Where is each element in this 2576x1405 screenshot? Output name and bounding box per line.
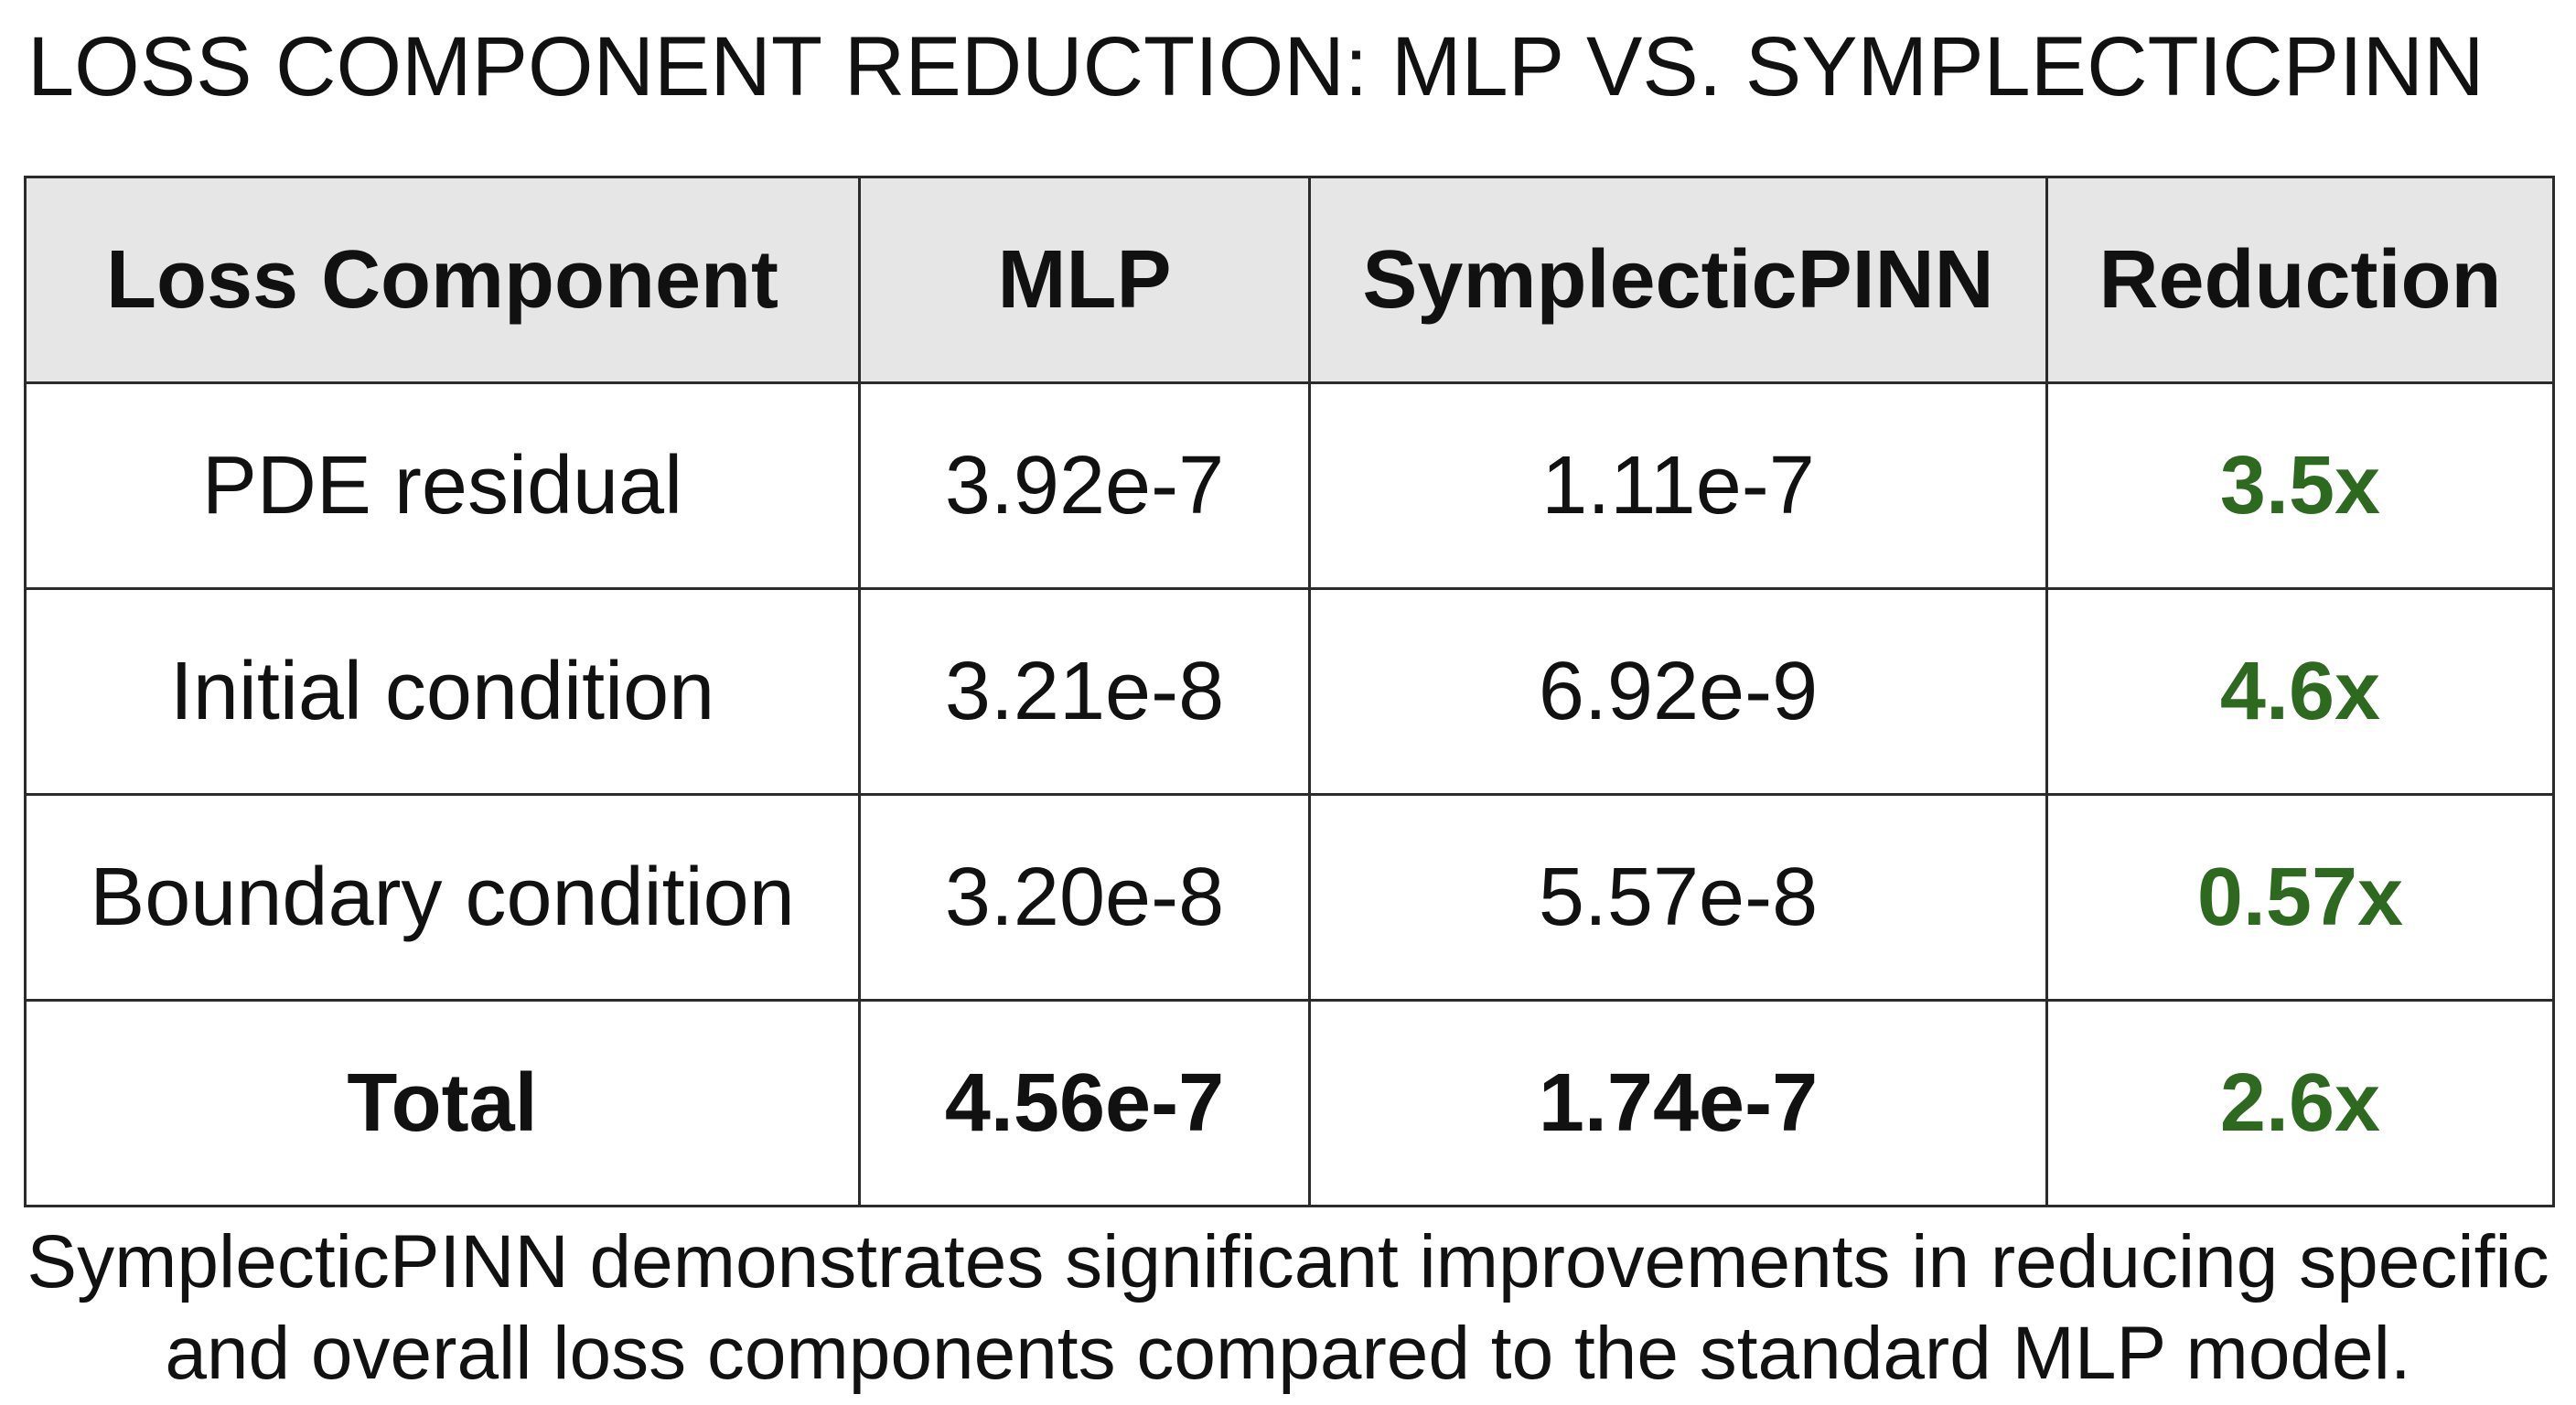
cell-reduction: 0.57x: [2045, 793, 2555, 1002]
header-symplecticpinn: SymplecticPINN: [1308, 176, 2048, 384]
cell-symplecticpinn: 1.74e-7: [1308, 999, 2048, 1207]
cell-reduction: 3.5x: [2045, 381, 2555, 590]
cell-mlp: 4.56e-7: [858, 999, 1311, 1207]
cell-symplecticpinn: 1.11e-7: [1308, 381, 2048, 590]
header-mlp: MLP: [858, 176, 1311, 384]
table-row: PDE residual 3.92e-7 1.11e-7 3.5x: [24, 381, 2555, 590]
cell-loss-component: Total: [24, 999, 861, 1207]
caption: SymplecticPINN demonstrates significant …: [27, 1220, 2549, 1395]
cell-symplecticpinn: 5.57e-8: [1308, 793, 2048, 1002]
table-row: Initial condition 3.21e-8 6.92e-9 4.6x: [24, 587, 2555, 796]
table-title: LOSS COMPONENT REDUCTION: MLP VS. SYMPLE…: [27, 20, 2485, 113]
cell-reduction: 2.6x: [2045, 999, 2555, 1207]
cell-mlp: 3.92e-7: [858, 381, 1311, 590]
cell-loss-component: Boundary condition: [24, 793, 861, 1002]
table-row-total: Total 4.56e-7 1.74e-7 2.6x: [24, 999, 2555, 1207]
table-row: Boundary condition 3.20e-8 5.57e-8 0.57x: [24, 793, 2555, 1002]
cell-mlp: 3.21e-8: [858, 587, 1311, 796]
cell-loss-component: Initial condition: [24, 587, 861, 796]
cell-reduction: 4.6x: [2045, 587, 2555, 796]
cell-mlp: 3.20e-8: [858, 793, 1311, 1002]
header-reduction: Reduction: [2045, 176, 2555, 384]
loss-comparison-table: Loss Component MLP SymplecticPINN Reduct…: [24, 176, 2555, 1207]
header-row: Loss Component MLP SymplecticPINN Reduct…: [24, 176, 2555, 384]
cell-symplecticpinn: 6.92e-9: [1308, 587, 2048, 796]
cell-loss-component: PDE residual: [24, 381, 861, 590]
header-loss-component: Loss Component: [24, 176, 861, 384]
